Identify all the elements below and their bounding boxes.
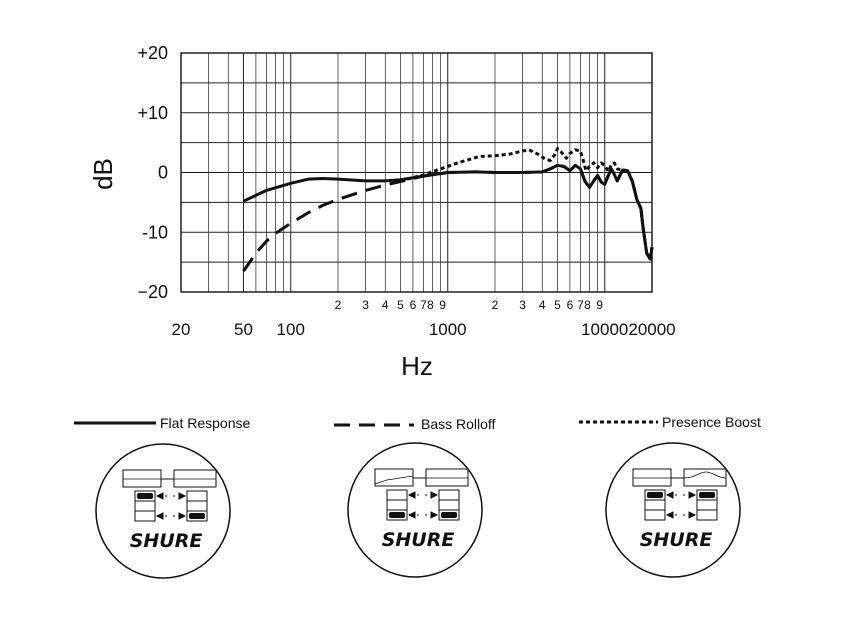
filter-box-left	[122, 469, 162, 488]
x-tick-label: 10000	[581, 320, 628, 339]
minor-tick-label: 5	[397, 298, 404, 312]
series-line-bass-rolloff	[242, 163, 654, 272]
switch-badge-flat: SHURE	[95, 443, 231, 579]
switch-left	[386, 489, 408, 521]
legend-item-presence-boost: Presence Boost	[579, 414, 761, 430]
minor-tick-label: 3	[519, 298, 526, 312]
chart-series	[242, 147, 654, 272]
minor-tick-label: 7	[420, 298, 427, 312]
arrow-markers	[155, 492, 187, 520]
minor-tick-label: 6	[410, 298, 417, 312]
legend-label-flat-response: Flat Response	[160, 415, 250, 431]
switch-right	[438, 489, 460, 521]
switch-badge-presence-boost: SHURE	[605, 442, 741, 578]
x-axis-title: Hz	[401, 351, 433, 381]
shure-logo: SHURE	[640, 529, 713, 551]
badge-circle	[95, 443, 231, 579]
legend: Flat Response Bass Rolloff Presence Boos…	[74, 414, 761, 432]
minor-tick-label: 4	[539, 298, 546, 312]
minor-tick-label: 6	[567, 298, 574, 312]
y-tick-label: -10	[142, 222, 168, 242]
minor-tick-label: 5	[554, 298, 561, 312]
plot-border	[180, 52, 653, 293]
y-tick-labels: +20 +10 0 -10 −20	[137, 43, 168, 302]
badge-circle	[347, 442, 483, 578]
filter-box-left	[632, 468, 672, 487]
y-tick-label: 0	[158, 163, 168, 183]
legend-item-bass-rolloff: Bass Rolloff	[334, 416, 496, 432]
minor-tick-label: 8	[427, 298, 434, 312]
filter-box-left	[374, 468, 414, 487]
switch-right	[696, 489, 718, 521]
shure-logo: SHURE	[130, 530, 203, 552]
switch-right	[186, 490, 208, 522]
minor-tick-label: 9	[439, 298, 446, 312]
minor-tick-label: 9	[596, 298, 603, 312]
x-tick-label: 20	[172, 320, 191, 339]
y-axis-title: dB	[88, 158, 118, 190]
switch-left	[644, 489, 666, 521]
filter-box-right	[425, 468, 469, 487]
arrow-markers	[407, 491, 439, 519]
shure-logo: SHURE	[382, 529, 455, 551]
minor-tick-label: 8	[584, 298, 591, 312]
legend-item-flat-response: Flat Response	[74, 415, 250, 431]
switch-badge-bass-rolloff: SHURE	[347, 442, 483, 578]
minor-tick-label: 7	[577, 298, 584, 312]
minor-tick-label: 4	[382, 298, 389, 312]
arrow-markers	[665, 491, 697, 519]
y-tick-label: −20	[137, 282, 168, 302]
minor-tick-label: 3	[362, 298, 369, 312]
minor-tick-label: 2	[492, 298, 499, 312]
plot-frame	[180, 52, 653, 293]
x-tick-label: 20000	[628, 320, 675, 339]
y-tick-label: +10	[137, 103, 168, 123]
series-line-presence-boost	[400, 147, 654, 261]
filter-box-right	[173, 469, 217, 488]
legend-label-presence-boost: Presence Boost	[662, 414, 761, 430]
minor-tick-label: 2	[335, 298, 342, 312]
x-tick-label: 50	[234, 320, 253, 339]
badge-circle	[605, 442, 741, 578]
switch-left	[134, 490, 156, 522]
x-tick-label: 1000	[429, 320, 467, 339]
x-tick-label: 100	[277, 320, 305, 339]
legend-label-bass-rolloff: Bass Rolloff	[421, 416, 496, 432]
y-tick-label: +20	[137, 43, 168, 63]
x-tick-labels: 20 50 100 1000 10000 20000	[172, 320, 676, 339]
